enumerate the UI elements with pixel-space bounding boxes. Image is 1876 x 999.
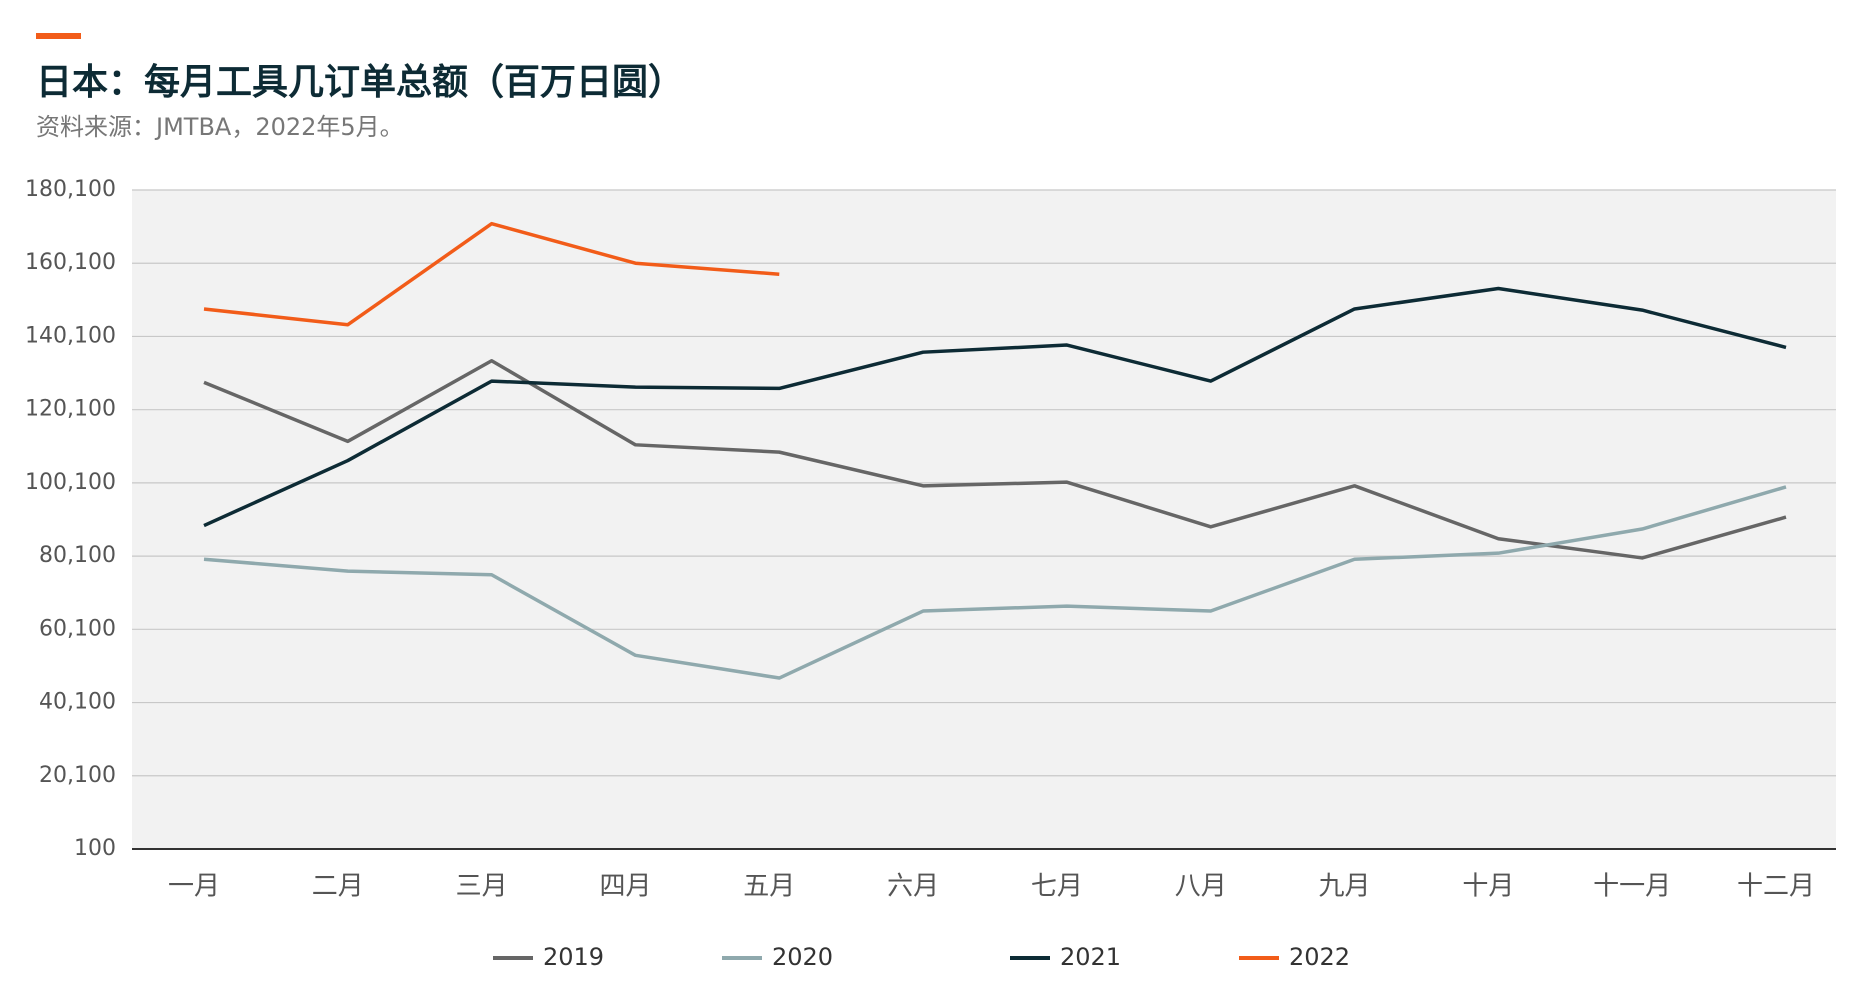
legend-label: 2022 (1289, 943, 1350, 971)
legend-label: 2020 (772, 943, 833, 971)
x-tick-label: 三月 (456, 872, 508, 902)
x-tick-label: 五月 (743, 872, 795, 902)
series-line (203, 286, 1787, 528)
legend-label: 2019 (543, 943, 604, 971)
y-tick-label: 60,100 (39, 616, 116, 641)
y-tick-label: 100 (74, 836, 116, 861)
x-tick-label: 七月 (1031, 872, 1083, 902)
x-tick-label: 十二月 (1737, 872, 1815, 902)
y-tick-label: 40,100 (39, 690, 116, 715)
y-tick-label: 180,100 (25, 177, 116, 202)
legend-label: 2021 (1060, 943, 1121, 971)
plot-background (132, 190, 1836, 849)
x-tick-label: 十月 (1462, 872, 1514, 902)
series-line (203, 221, 780, 327)
chart-title: 日本：每月工具几订单总额（百万日圆） (36, 62, 684, 103)
y-tick-label: 160,100 (25, 250, 116, 275)
y-tick-label: 80,100 (39, 543, 116, 568)
x-tick-label: 八月 (1175, 872, 1227, 902)
x-tick-label: 一月 (168, 872, 220, 902)
y-tick-label: 100,100 (25, 470, 116, 495)
accent-bar (36, 33, 81, 39)
x-tick-label: 十一月 (1593, 872, 1671, 902)
chart-subtitle: 资料来源：JMTBA，2022年5月。 (36, 113, 404, 141)
x-tick-label: 二月 (312, 872, 364, 902)
y-tick-label: 20,100 (39, 763, 116, 788)
x-tick-label: 四月 (599, 872, 651, 902)
series-line (203, 359, 1787, 560)
series-line (203, 485, 1787, 680)
x-tick-label: 六月 (887, 872, 939, 902)
y-tick-label: 120,100 (25, 397, 116, 422)
x-tick-label: 九月 (1319, 872, 1371, 902)
y-tick-label: 140,100 (25, 323, 116, 348)
